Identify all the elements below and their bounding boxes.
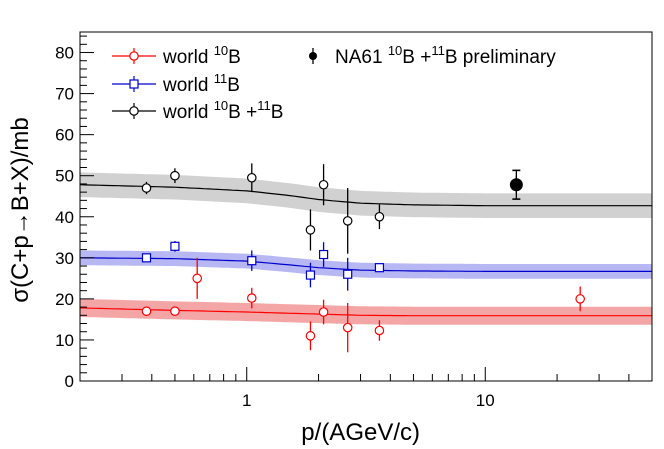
world10B11B-point [318,164,329,206]
world10B-marker [192,273,203,284]
world11B-point [170,240,180,252]
world10B11B-point [170,168,180,184]
x-tick-label: 10 [476,391,495,410]
world10B11B-model-curve [79,184,652,207]
world11B-marker [170,241,180,251]
world11B-model-curve [79,257,652,272]
x-tick-label: 1 [242,391,251,410]
world10B11B-band [80,172,652,218]
world10B-band [80,298,652,325]
world10B11B-point [374,204,385,230]
legend-marker [309,52,317,60]
world10B11B-marker [374,211,385,222]
world10B-marker [374,325,385,336]
legend-label: world 10B [162,43,241,68]
world10B-point [246,287,257,309]
legend-marker [129,51,139,61]
y-tick-label: 40 [55,208,74,227]
world10B11B-marker [246,172,257,183]
world11B-point [343,257,353,291]
na61-point [509,169,523,200]
world10B-marker [342,322,353,333]
world10B-marker [575,294,585,304]
y-axis-label: σ(C+p→B+X)/mb [7,117,34,303]
legend-entry-world10B: world 10B [112,43,241,68]
y-axis-ticks: 0 10 20 30 40 50 60 70 80 [55,35,94,391]
world11B-point [247,250,257,271]
legend-marker [129,79,139,89]
world11B-point [141,253,152,263]
world10B-point [305,321,316,351]
y-tick-label: 10 [55,331,74,350]
world11B-band [80,250,652,279]
world10B-point [192,257,203,299]
world10B-point [575,286,585,312]
world11B-point [374,263,385,273]
y-tick-label: 0 [65,372,74,391]
legend-entry-world11B: world 11B [112,71,240,96]
world11B-marker [305,270,316,280]
world10B-marker [305,331,316,341]
world11B-marker [141,253,152,263]
world11B-marker [343,269,353,279]
legend-entry-na61: NA61 10B +11B preliminary [309,43,556,68]
world11B-marker [247,256,257,266]
y-tick-label: 20 [55,290,74,309]
world10B-point [342,302,353,353]
world11B-point [318,242,329,267]
world10B11B-point [141,181,152,195]
world10B-marker [141,306,152,316]
world11B-marker [318,249,329,260]
world10B11B-marker [170,170,180,181]
world10B11B-point [305,209,316,251]
world10B-marker [318,307,329,317]
legend-marker [129,106,139,116]
x-axis-label: p/(AGeV/c) [301,419,420,446]
world10B11B-point [342,188,353,254]
world10B-point [141,306,152,316]
model-uncertainty-bands [80,172,652,325]
world10B-point [170,306,180,316]
world10B-marker [246,293,257,303]
legend-label: world 10B +11B [162,98,283,123]
data-points [141,163,585,353]
y-tick-label: 50 [55,167,74,186]
world11B-marker [374,263,385,273]
y-tick-label: 70 [55,85,74,104]
world10B-marker [170,306,180,316]
world10B11B-point [246,163,257,193]
x-axis-ticks: 1 10 [79,367,653,410]
y-tick-label: 60 [55,126,74,145]
world10B11B-marker [141,183,152,193]
world10B-point [374,320,385,341]
legend-label: world 11B [162,71,240,96]
world11B-point [305,262,316,288]
y-tick-label: 30 [55,249,74,268]
world10B11B-marker [305,225,316,235]
world10B11B-marker [318,179,329,190]
axes [79,31,653,382]
world10B-point [318,299,329,325]
legend-entry-world10B11B: world 10B +11B [112,98,283,123]
legend-label: NA61 10B +11B preliminary [335,43,556,68]
world10B11B-marker [342,216,353,226]
plot-frame [79,31,653,382]
na61-marker [509,178,523,192]
y-tick-label: 80 [55,44,74,63]
